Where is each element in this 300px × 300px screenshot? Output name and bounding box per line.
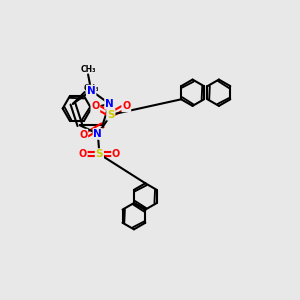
Text: O: O [112,149,120,159]
Text: O: O [91,101,100,111]
Text: O: O [79,149,87,159]
Text: N: N [87,85,95,96]
Text: CH₃: CH₃ [83,85,99,94]
Text: O: O [79,130,87,140]
Text: S: S [96,149,103,159]
Text: N: N [105,99,114,109]
Text: CH₃: CH₃ [80,65,96,74]
Text: S: S [107,110,115,120]
Text: O: O [122,101,130,111]
Text: N: N [94,129,102,139]
